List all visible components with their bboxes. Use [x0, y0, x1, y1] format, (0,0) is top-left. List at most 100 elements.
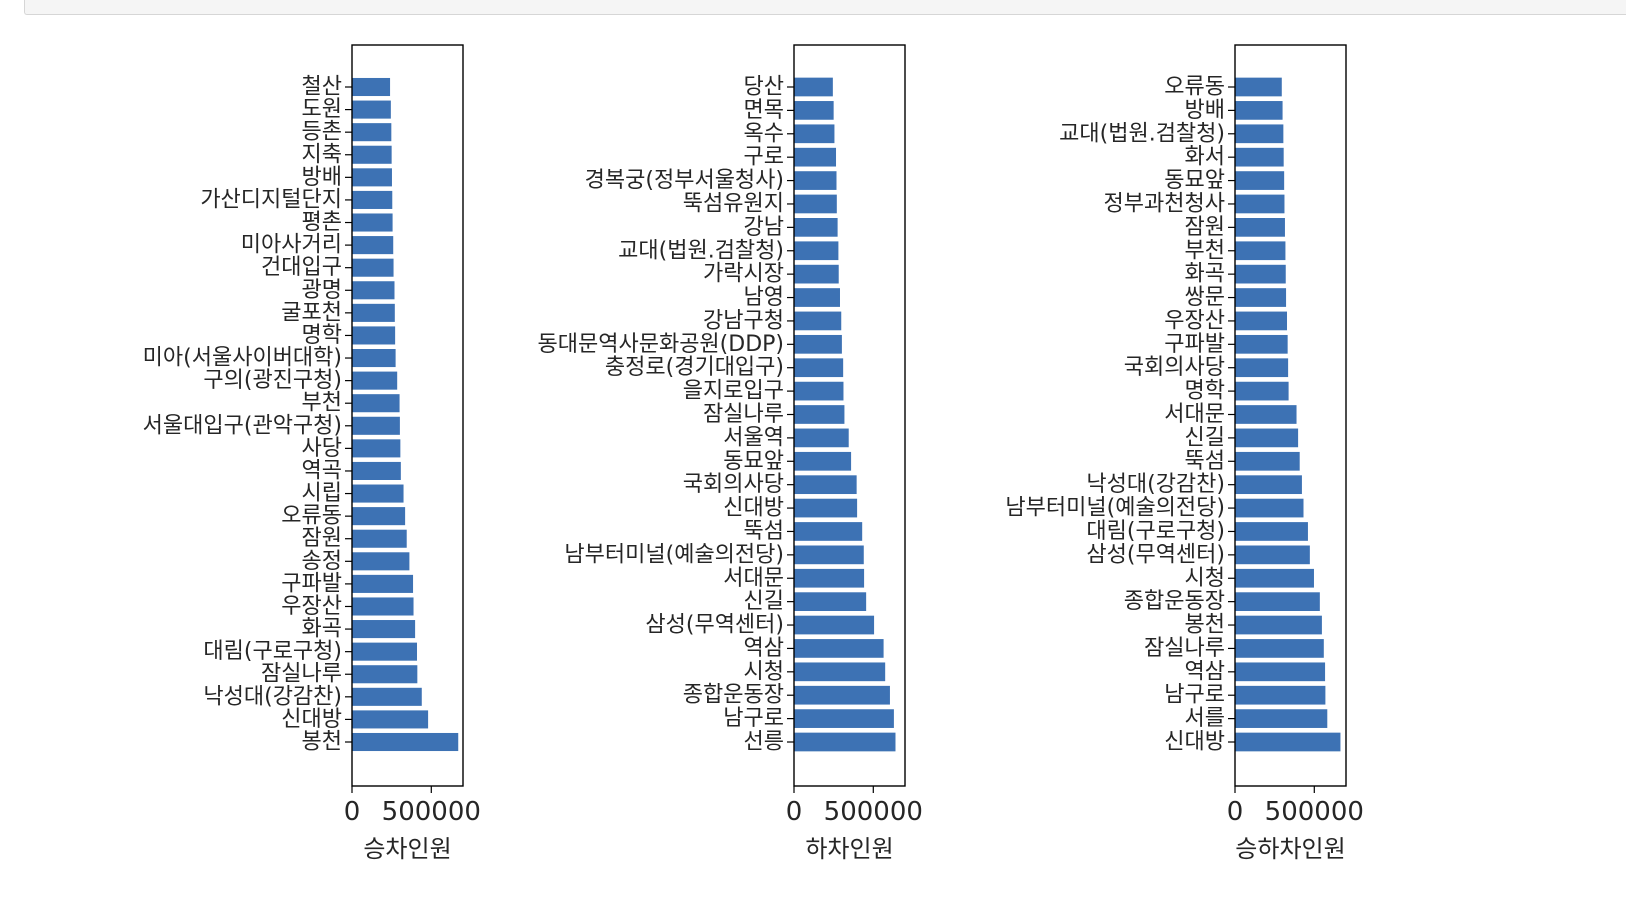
bar-28: [352, 687, 422, 706]
category-label: 강남: [744, 215, 784, 240]
bar-7: [794, 218, 838, 237]
bar-28: [794, 709, 894, 728]
category-label: 방배: [302, 165, 342, 190]
category-label: 남부터미널(예술의전당): [1005, 496, 1225, 521]
x-tick-label: 0: [344, 797, 361, 827]
category-label: 경복궁(정부서울청사): [585, 168, 784, 193]
bar-19: [1235, 498, 1304, 518]
bar-3: [794, 124, 835, 144]
bar-1: [794, 77, 833, 97]
axes-frame: [351, 44, 464, 787]
category-label: 오류동: [1164, 75, 1225, 100]
bar-27: [352, 665, 418, 684]
category-label: 봉천: [302, 730, 342, 755]
bar-10: [1235, 288, 1287, 307]
x-axis-title: 하차인원: [805, 835, 893, 863]
chart-panel-3: 오류동방배교대(법원.검찰청)화서동묘앞정부과천청사잠원부천화곡쌍문우장산구파발…: [1005, 44, 1364, 863]
chart-panel-2: 당산면목옥수구로경복궁(정부서울청사)뚝섬유원지강남교대(법원.검찰청)가락시장…: [538, 44, 923, 863]
notebook-cell-edge: [24, 0, 1626, 15]
category-label: 국회의사당: [1124, 355, 1225, 380]
bar-20: [1235, 522, 1308, 541]
category-label: 신대방: [723, 496, 784, 521]
category-label: 낙성대(강감찬): [203, 684, 342, 709]
bar-7: [352, 213, 393, 232]
category-label: 화곡: [1185, 262, 1225, 287]
category-label: 오류동: [281, 504, 342, 529]
bar-6: [794, 194, 837, 214]
category-label: 뚝섬: [1185, 449, 1225, 474]
category-label: 옥수: [744, 121, 784, 146]
category-label: 역삼: [744, 636, 784, 661]
category-label: 충정로(경기대입구): [605, 355, 784, 380]
category-label: 도원: [302, 97, 342, 122]
category-label: 미아사거리: [241, 233, 342, 258]
category-label: 남영: [744, 285, 784, 310]
category-label: 삼성(무역센터): [645, 613, 784, 638]
category-label: 잠원: [1185, 215, 1225, 240]
bar-24: [1235, 615, 1322, 635]
category-label: 우장산: [281, 594, 342, 619]
category-label: 서울대입구(관악구청): [143, 413, 342, 438]
category-label: 동묘앞: [1164, 168, 1225, 193]
bar-12: [352, 326, 396, 345]
bar-25: [1235, 639, 1324, 658]
category-label: 가산디지털단지: [200, 187, 342, 212]
category-label: 화서: [1185, 145, 1225, 170]
category-label: 사당: [302, 436, 342, 461]
category-label: 교대(법원.검찰청): [1059, 121, 1225, 146]
bar-4: [794, 147, 837, 167]
category-label: 교대(법원.검찰청): [618, 238, 784, 263]
bar-16: [794, 428, 849, 448]
category-label: 명학: [1185, 379, 1225, 404]
category-label: 부천: [302, 391, 342, 416]
category-label: 가락시장: [703, 262, 784, 287]
bar-23: [352, 574, 414, 593]
category-label: 등촌: [302, 120, 342, 145]
bar-17: [1235, 451, 1300, 471]
category-label: 신대방: [1164, 730, 1225, 755]
category-label: 삼성(무역센터): [1086, 542, 1225, 567]
bar-4: [352, 145, 392, 164]
category-label: 서대문: [723, 566, 784, 591]
bar-7: [1235, 218, 1285, 237]
bar-16: [1235, 428, 1299, 448]
category-label: 쌍문: [1185, 285, 1225, 310]
bar-14: [794, 381, 844, 401]
bar-14: [1235, 381, 1289, 401]
bar-20: [352, 507, 406, 526]
bar-21: [352, 529, 407, 548]
category-label: 서대문: [1164, 402, 1225, 427]
bar-1: [352, 77, 391, 97]
bar-9: [1235, 264, 1286, 284]
category-label: 시청: [1185, 566, 1225, 591]
bar-12: [1235, 334, 1288, 354]
chart-panel-1: 철산도원등촌지축방배가산디지털단지평촌미아사거리건대입구광명굴포천명학미아(서울…: [143, 44, 481, 863]
bar-27: [1235, 685, 1326, 705]
category-label: 미아(서울사이버대학): [143, 346, 342, 371]
x-axis-title: 승차인원: [363, 835, 451, 863]
bar-8: [794, 241, 839, 261]
x-tick-label: 0: [786, 797, 803, 827]
category-label: 평촌: [302, 210, 342, 235]
category-label: 송정: [302, 549, 342, 574]
bar-3: [1235, 124, 1284, 144]
category-label: 명학: [302, 323, 342, 348]
category-label: 신길: [1185, 425, 1225, 450]
category-label: 남구로: [1164, 683, 1225, 708]
bar-24: [352, 597, 414, 616]
category-label: 면목: [744, 98, 784, 123]
bar-5: [1235, 171, 1285, 190]
bar-30: [352, 732, 459, 752]
bar-26: [794, 662, 886, 682]
bar-29: [1235, 732, 1341, 752]
category-label: 동묘앞: [723, 449, 784, 474]
category-label: 대림(구로구청): [203, 639, 342, 664]
bar-23: [1235, 592, 1320, 611]
bar-18: [794, 475, 857, 495]
bar-3: [352, 123, 392, 142]
category-label: 강남구청: [703, 308, 784, 333]
bar-8: [1235, 241, 1286, 261]
bar-2: [352, 100, 391, 119]
bar-17: [794, 451, 852, 471]
bar-27: [794, 685, 890, 705]
